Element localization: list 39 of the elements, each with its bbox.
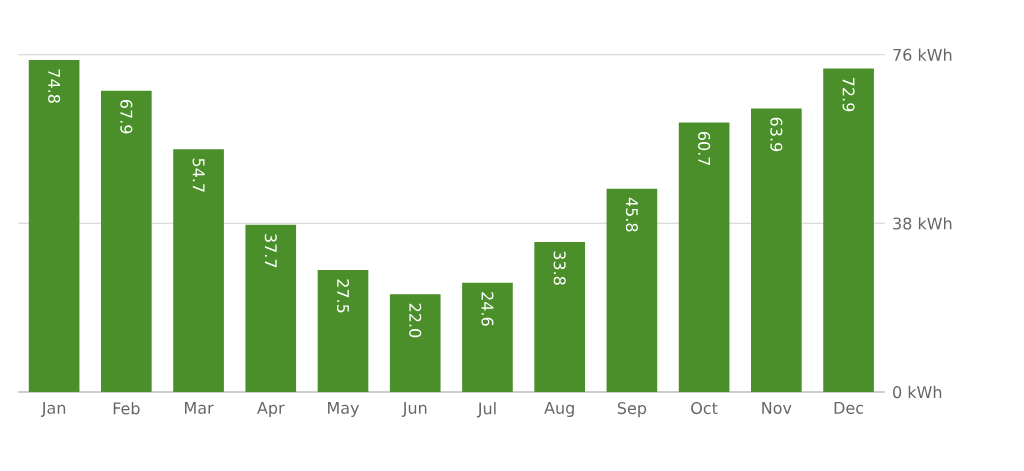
x-tick-label: Mar [185, 402, 214, 414]
bar [462, 282, 513, 392]
x-tick-label: Sep [617, 402, 647, 418]
data-label: 72.9 [842, 78, 855, 112]
data-label: 54.7 [192, 158, 205, 192]
data-label: 63.9 [770, 117, 783, 152]
bar [606, 188, 658, 392]
x-tick-label: Nov [762, 402, 792, 414]
x-tick-label: Dec [834, 402, 864, 414]
x-tick-label: Apr [257, 402, 285, 418]
bar [173, 149, 224, 392]
bar [751, 108, 802, 392]
bar [678, 122, 730, 392]
data-label: 33.8 [553, 251, 566, 285]
data-label: 22.0 [409, 303, 422, 338]
bar [389, 294, 441, 392]
x-tick-label: Jun [401, 402, 427, 417]
x-tick-label: Jan [40, 402, 66, 417]
bar [101, 90, 152, 392]
data-label: 60.7 [698, 131, 711, 166]
bar [317, 269, 369, 392]
bar [245, 224, 297, 392]
x-tick-label: Jul [476, 402, 496, 418]
bar [534, 241, 585, 392]
x-tick-label: Feb [113, 402, 140, 415]
data-label: 37.7 [264, 234, 277, 268]
data-label: 27.5 [336, 279, 350, 313]
x-tick-label: Aug [544, 402, 574, 418]
data-label: 24.6 [481, 292, 494, 326]
x-tick-label: May [328, 402, 360, 418]
y-tick-label: 0 kWh [893, 385, 942, 399]
bar [823, 68, 874, 392]
data-label: 74.8 [48, 69, 61, 103]
y-tick-label: 38 kWh [893, 217, 952, 230]
x-tick-label: Oct [691, 402, 718, 415]
data-label: 45.8 [625, 197, 638, 232]
y-tick-label: 76 kWh [893, 48, 952, 61]
data-label: 67.9 [120, 100, 133, 134]
bar [28, 60, 80, 392]
